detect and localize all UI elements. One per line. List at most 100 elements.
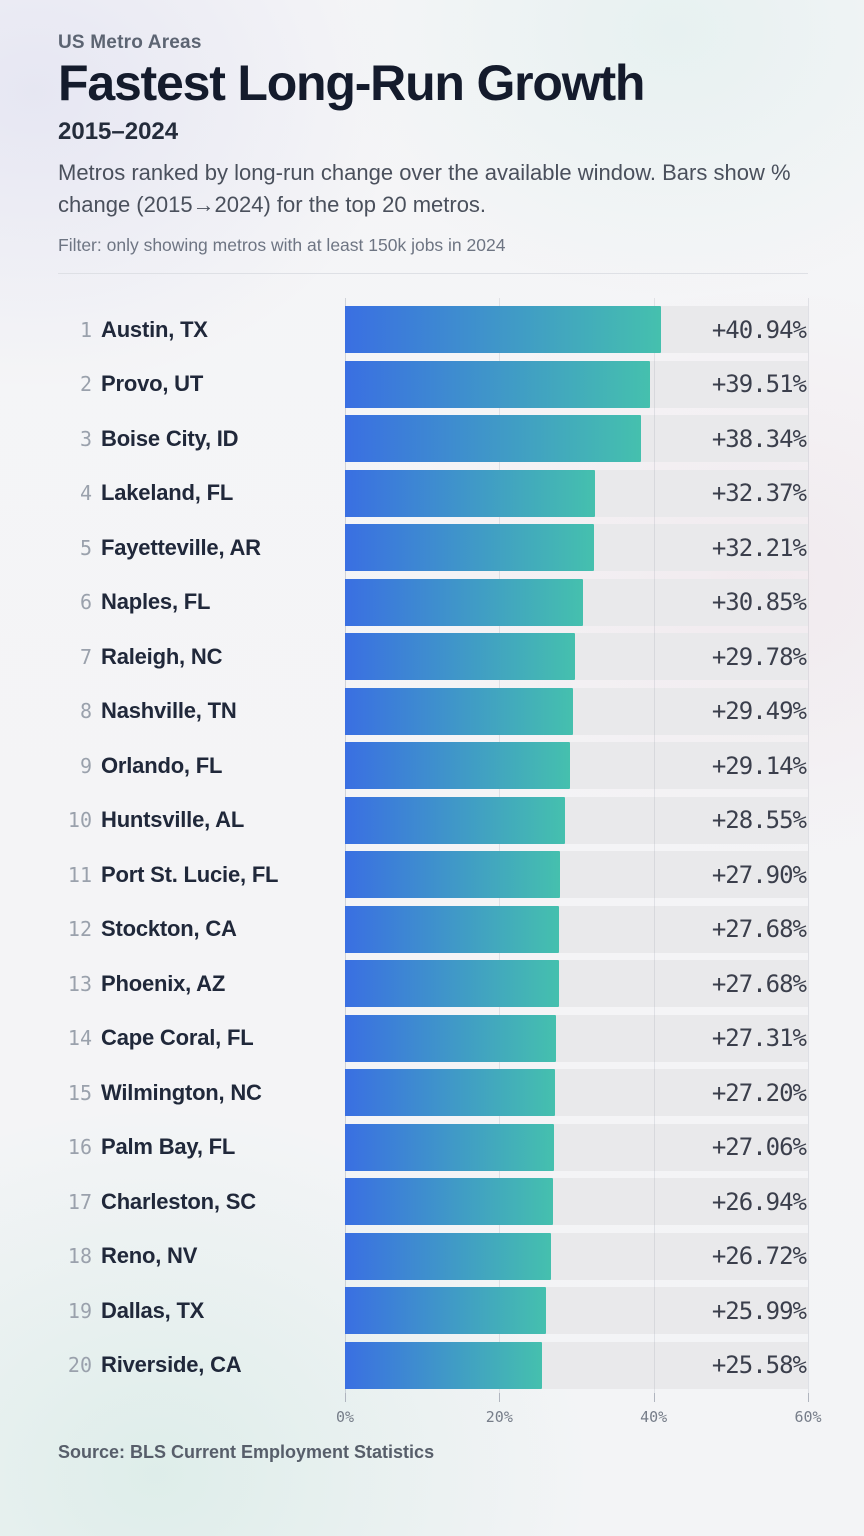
row-rank: 20 [67,1353,92,1378]
row-value: +32.37% [711,479,807,508]
row-rank: 8 [79,699,92,724]
bar-fill [345,306,661,354]
row-value: +29.78% [711,642,807,671]
row-label: 19 Dallas, TX [58,1298,345,1324]
bar-track: +26.72% [345,1232,808,1280]
row-label: 11 Port St. Lucie, FL [58,862,345,888]
bar-fill [345,415,641,463]
bar-fill [345,1069,555,1117]
row-rank: 7 [79,644,92,669]
tick-mark [345,1392,346,1402]
bar-fill [345,578,584,626]
chart-row: 10 Huntsville, AL +28.55% [58,796,808,844]
row-value: +25.58% [711,1351,807,1380]
row-rank: 4 [79,481,92,506]
row-metro: Dallas, TX [101,1297,205,1323]
row-value: +25.99% [711,1296,807,1325]
row-rank: 12 [67,917,92,942]
chart-row: 14 Cape Coral, FL +27.31% [58,1014,808,1062]
row-metro: Boise City, ID [101,425,239,451]
row-label: 7 Raleigh, NC [58,644,345,670]
row-label: 1 Austin, TX [58,317,345,343]
chart-row: 17 Charleston, SC +26.94% [58,1178,808,1226]
chart-row: 2 Provo, UT +39.51% [58,360,808,408]
row-metro: Phoenix, AZ [101,970,226,996]
row-rank: 6 [79,590,92,615]
page: US Metro Areas Fastest Long-Run Growth 2… [58,32,822,1463]
bar-track: +27.31% [345,1014,808,1062]
row-label: 5 Fayetteville, AR [58,535,345,561]
bar-fill [345,1341,543,1389]
bar-track: +32.21% [345,524,808,572]
row-value: +27.31% [711,1024,807,1053]
row-label: 12 Stockton, CA [58,916,345,942]
bar-fill [345,796,566,844]
bar-track: +27.20% [345,1069,808,1117]
chart-row: 16 Palm Bay, FL +27.06% [58,1123,808,1171]
chart-row: 8 Nashville, TN +29.49% [58,687,808,735]
tick-label: 0% [335,1407,355,1426]
row-metro: Orlando, FL [101,752,223,778]
bar-track: +27.68% [345,960,808,1008]
bar-track: +26.94% [345,1178,808,1226]
row-value: +40.94% [711,315,807,344]
bar-track: +32.37% [345,469,808,517]
row-metro: Austin, TX [101,316,208,342]
page-title: Fastest Long-Run Growth [58,55,645,111]
row-value: +29.49% [711,697,807,726]
bar-fill [345,905,559,953]
tick-mark [653,1392,655,1402]
row-value: +27.20% [711,1078,807,1107]
row-value: +26.72% [711,1242,807,1271]
row-label: 9 Orlando, FL [58,753,345,779]
row-metro: Raleigh, NC [101,643,223,669]
description-text: Metros ranked by long-run change over th… [58,160,791,217]
chart-row: 1 Austin, TX +40.94% [58,306,808,354]
chart-row: 3 Boise City, ID +38.34% [58,415,808,463]
gridline [808,298,809,1393]
chart-row: 11 Port St. Lucie, FL +27.90% [58,851,808,899]
row-value: +27.68% [711,969,807,998]
period-text: 2015–2024 [58,118,179,145]
row-rank: 2 [79,372,92,397]
row-metro: Nashville, TN [101,698,237,724]
row-label: 2 Provo, UT [58,371,345,397]
row-rank: 16 [67,1135,92,1160]
row-label: 16 Palm Bay, FL [58,1134,345,1160]
row-value: +32.21% [711,533,807,562]
row-value: +39.51% [711,370,807,399]
row-label: 18 Reno, NV [58,1243,345,1269]
gridline [345,298,346,1393]
row-label: 6 Naples, FL [58,589,345,615]
bar-rows: 1 Austin, TX +40.94% 2 Provo, UT +39.51%… [58,298,809,1393]
bar-track: +38.34% [345,415,808,463]
row-metro: Naples, FL [101,589,211,615]
bar-track: +25.58% [345,1341,808,1389]
chart-row: 18 Reno, NV +26.72% [58,1232,808,1280]
row-rank: 17 [67,1189,92,1214]
chart-row: 12 Stockton, CA +27.68% [58,905,808,953]
footer: Source: BLS Current Employment Statistic… [58,1442,808,1463]
tick-label: 60% [794,1407,822,1426]
row-rank: 1 [79,317,92,342]
gridline [499,298,501,1393]
row-metro: Stockton, CA [101,916,237,942]
bar-track: +27.90% [345,851,808,899]
row-metro: Palm Bay, FL [101,1134,236,1160]
bar-fill [345,633,575,681]
row-rank: 9 [79,753,92,778]
filter-note: Filter: only showing metros with at leas… [58,235,506,256]
bar-fill [345,524,594,572]
row-rank: 11 [67,862,92,887]
row-value: +27.68% [711,915,807,944]
chart-row: 9 Orlando, FL +29.14% [58,742,808,790]
gridlines [345,298,809,1393]
bar-track: +29.78% [345,633,808,681]
row-rank: 3 [79,426,92,451]
bar-fill [345,960,559,1008]
row-metro: Port St. Lucie, FL [101,861,279,887]
row-value: +27.06% [711,1133,807,1162]
row-metro: Huntsville, AL [101,807,245,833]
row-metro: Lakeland, FL [101,480,234,506]
tick-mark [499,1392,501,1402]
